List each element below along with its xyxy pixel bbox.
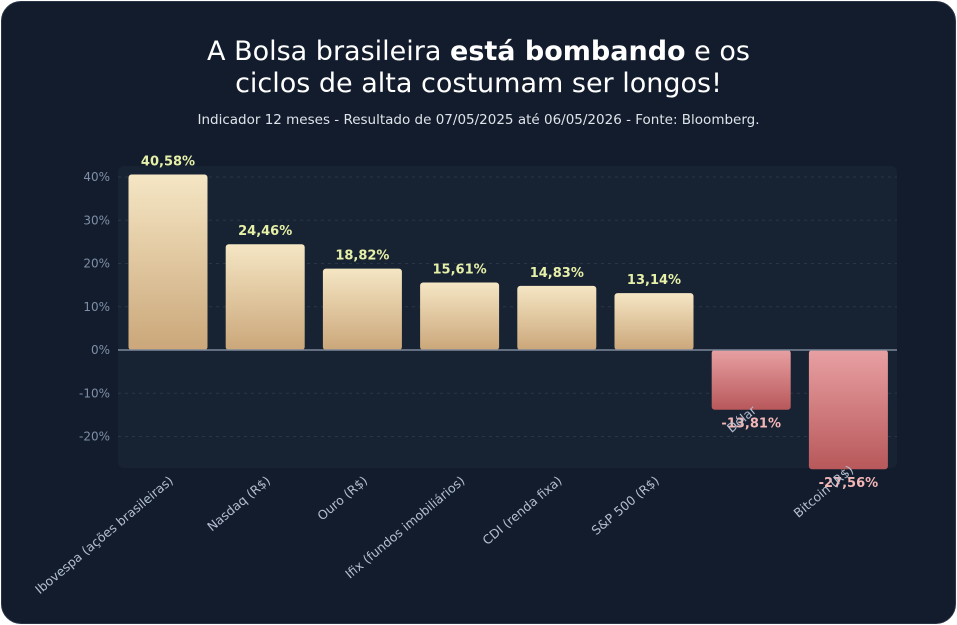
data-label: -13,81%: [721, 417, 781, 432]
chart-subtitle: Indicador 12 meses - Resultado de 07/05/…: [197, 112, 760, 128]
category-label: Ouro (R$): [314, 473, 370, 523]
title-part-b: e os: [685, 36, 750, 67]
y-tick-label: 20%: [83, 257, 110, 271]
y-tick-label: 30%: [83, 213, 110, 227]
chart-title: A Bolsa brasileira está bombando e os ci…: [2, 36, 955, 100]
title-line-2: ciclos de alta costumam ser longos!: [235, 68, 722, 99]
bar: [128, 174, 208, 350]
data-label: 24,46%: [238, 224, 292, 239]
bar: [420, 282, 500, 350]
title-part-a: A Bolsa brasileira: [207, 36, 451, 67]
category-label: Ibovespa (ações brasileiras): [32, 473, 176, 597]
y-tick-label: 0%: [91, 343, 110, 357]
bar: [322, 268, 402, 350]
category-label: S&P 500 (R$): [588, 473, 662, 538]
bar: [517, 285, 597, 350]
data-label: 14,83%: [530, 266, 584, 281]
category-label: CDI (renda fixa): [479, 473, 564, 548]
bar: [808, 350, 888, 470]
bar: [614, 293, 694, 350]
y-tick-label: -10%: [79, 386, 110, 400]
category-label: Bitcoin (R$): [791, 462, 857, 521]
y-tick-label: -20%: [79, 430, 110, 444]
y-tick-label: 10%: [83, 300, 110, 314]
title-line-1: A Bolsa brasileira está bombando e os: [2, 36, 955, 68]
data-label: 40,58%: [141, 154, 195, 169]
bar: [711, 350, 791, 410]
y-tick-label: 40%: [83, 170, 110, 184]
data-label: 15,61%: [433, 262, 487, 277]
plot-area: [118, 166, 897, 468]
bar: [225, 244, 305, 350]
category-label: Nasdaq (R$): [204, 473, 273, 534]
data-label: 18,82%: [335, 249, 389, 264]
data-label: 13,14%: [627, 273, 681, 288]
data-label: -27,56%: [819, 476, 879, 491]
title-bold: está bombando: [450, 36, 686, 67]
